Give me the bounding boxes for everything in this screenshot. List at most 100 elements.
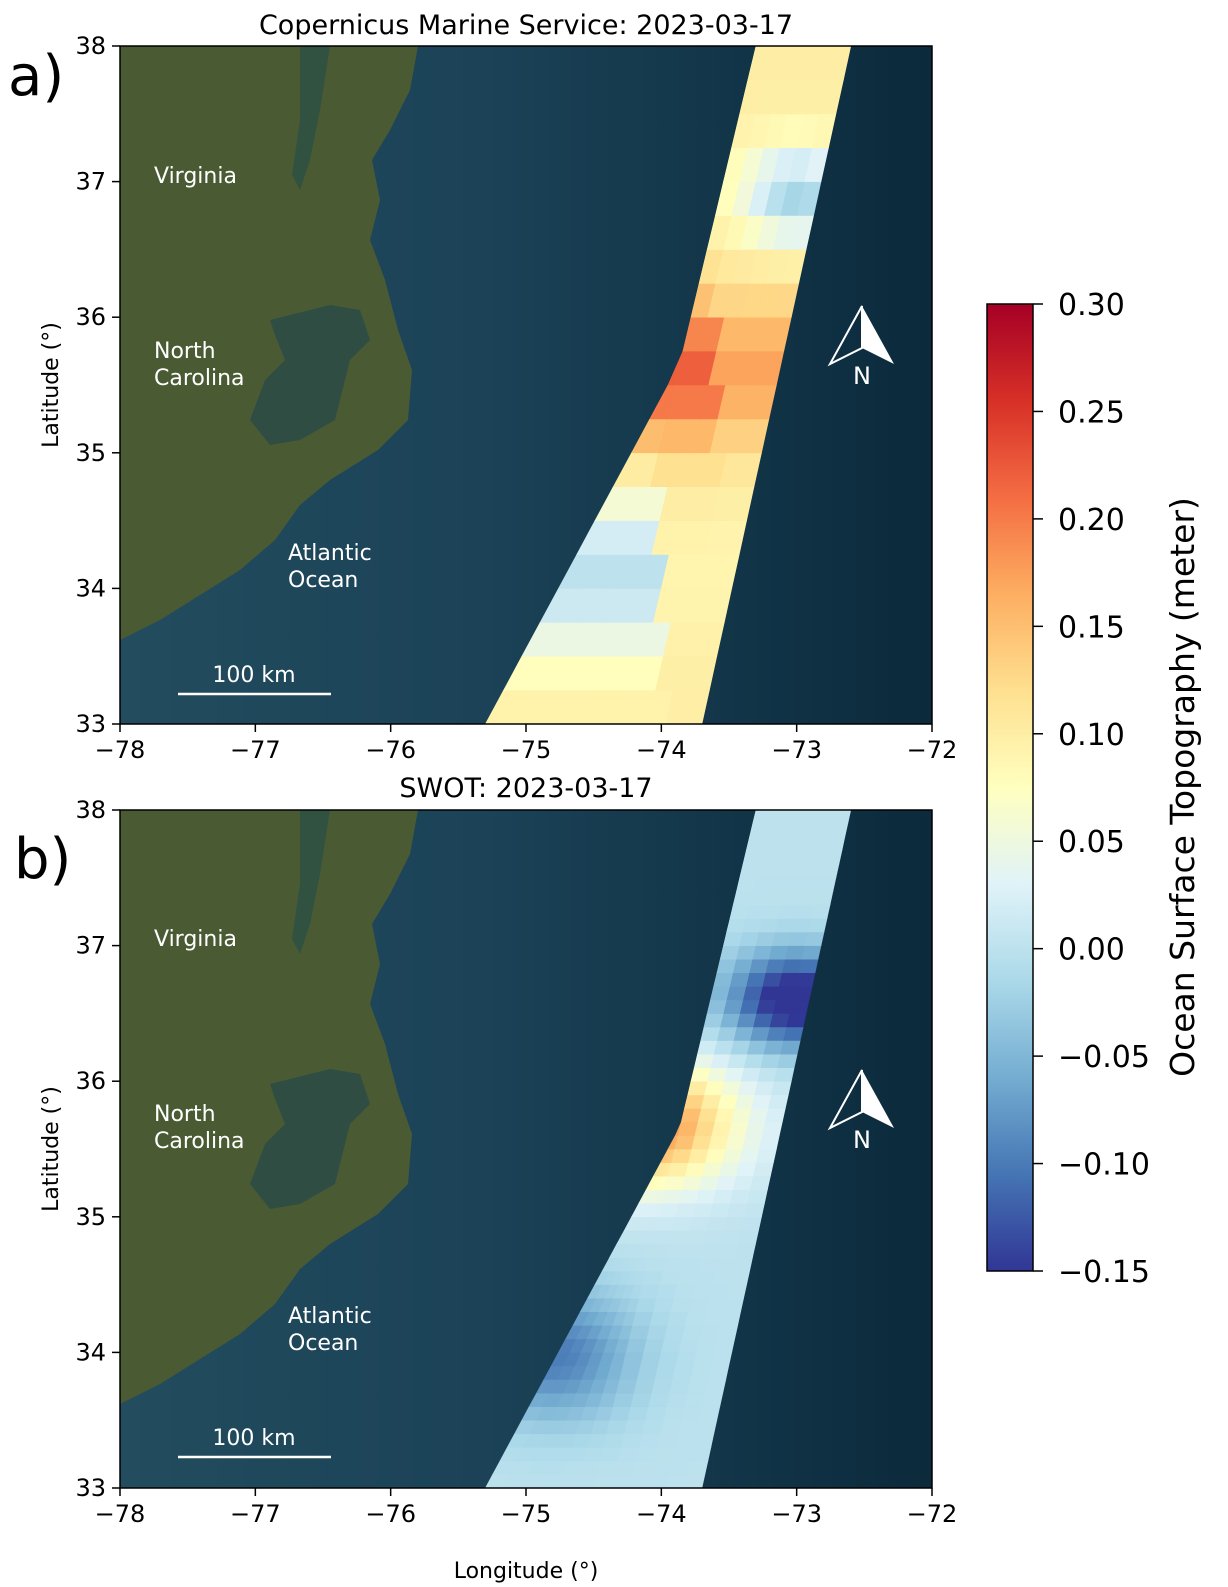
swath-cell — [622, 1352, 645, 1367]
swath-cell — [624, 1419, 646, 1435]
swath-cell — [722, 1297, 744, 1312]
colorbar-tick-label: 0.05 — [1058, 825, 1125, 860]
swath-cell — [775, 985, 797, 1001]
swath-cell — [640, 1352, 662, 1367]
swath-cell — [671, 1447, 694, 1462]
swath-cell — [663, 1406, 685, 1421]
y-tick-label: 33 — [75, 710, 106, 738]
swath-cell — [647, 1474, 670, 1488]
swath-cell — [789, 999, 810, 1014]
swath-cell — [728, 1270, 750, 1285]
y-tick-label: 38 — [75, 796, 106, 824]
swaths-b — [485, 810, 852, 1488]
swath-cell — [747, 46, 773, 81]
swath-cell — [686, 1460, 709, 1475]
swath-cell — [693, 1352, 715, 1367]
label-carolina-b: Carolina — [154, 1129, 245, 1154]
swath-cell — [652, 1297, 675, 1312]
swath-cell — [723, 1216, 745, 1231]
swath-cell — [651, 1230, 673, 1245]
swath-cell — [660, 1338, 683, 1353]
swath-cell — [740, 1067, 762, 1082]
swath-cell — [596, 1460, 619, 1475]
y-tick-label: 33 — [75, 1474, 106, 1502]
x-tick-label: −75 — [501, 736, 552, 764]
swath-cell — [633, 1379, 656, 1394]
swath-cell — [707, 1067, 728, 1082]
swath-cell — [743, 1202, 765, 1218]
swath-cell — [698, 1175, 720, 1190]
swath-cell — [654, 1365, 677, 1380]
panel-b: b) SWOT: 2023-03-17 Virginia North Carol… — [14, 773, 957, 1584]
colorbar-tick-label: 0.00 — [1058, 933, 1125, 968]
swath-cell — [684, 1311, 707, 1326]
swath-cell — [780, 1040, 801, 1055]
swath-cell — [768, 810, 788, 824]
swath-cell — [819, 863, 840, 879]
swath-cell — [630, 1392, 653, 1407]
swath-cell — [689, 1216, 711, 1231]
swath-cell — [687, 1297, 710, 1312]
swath-cell — [686, 1379, 709, 1394]
land-a — [120, 46, 418, 640]
swath-cell — [670, 1297, 692, 1312]
swath-cell — [730, 1040, 751, 1055]
swath-cell — [732, 1175, 754, 1190]
swath-cell — [593, 1474, 616, 1488]
swath-cell — [632, 1311, 654, 1326]
swath-cell — [656, 1433, 679, 1448]
swath-cell — [658, 1202, 680, 1218]
swath-cell — [666, 1392, 688, 1407]
swath-cell — [691, 1284, 713, 1299]
swath-cell — [731, 1257, 753, 1272]
label-atlantic-a: Atlantic — [288, 541, 372, 566]
north-label-a: N — [853, 362, 871, 390]
swath-cell — [783, 1026, 804, 1041]
swath-cell — [778, 972, 800, 987]
swath-cell — [664, 1325, 686, 1340]
x-tick-label: −73 — [771, 1500, 822, 1528]
swath-cell — [725, 1284, 747, 1299]
colorbar-tick-label: −0.10 — [1058, 1148, 1150, 1183]
swath-cell — [690, 1365, 712, 1380]
swath-cell — [692, 1433, 715, 1448]
swath-cell — [669, 1379, 691, 1394]
label-north-b: North — [154, 1102, 216, 1127]
swath-cell — [743, 1053, 765, 1068]
swath-cell — [697, 1257, 719, 1272]
swath-cell — [711, 1121, 733, 1136]
y-tick-label: 37 — [75, 168, 106, 196]
swath-cell — [804, 931, 825, 946]
swath-cell — [686, 1230, 708, 1245]
swath-cell — [701, 1094, 722, 1109]
swath-cell — [751, 1094, 772, 1109]
swath-cell — [737, 1230, 759, 1245]
swath-cell — [816, 877, 837, 892]
swath-cell — [672, 1216, 694, 1231]
swath-cell — [750, 1175, 771, 1190]
colorbar-tick-label: 0.30 — [1058, 288, 1125, 323]
swath-cell — [747, 1189, 768, 1204]
swath-cell — [752, 810, 773, 824]
swath-cell — [629, 1474, 652, 1488]
x-tick-label: −77 — [230, 736, 281, 764]
swath-cell — [643, 1338, 665, 1353]
colorbar-tick-label: 0.25 — [1058, 395, 1125, 430]
swath-cell — [683, 1474, 706, 1488]
north-arrow-icon: N — [827, 1069, 894, 1154]
swath-cell — [681, 1325, 704, 1340]
swath-cell — [745, 1121, 766, 1136]
land-b — [120, 810, 418, 1404]
swath-cell — [617, 1447, 640, 1462]
swath-cell — [828, 823, 849, 838]
swath-cell — [636, 1365, 659, 1380]
swath-cell — [713, 1338, 736, 1353]
swath-cell — [695, 1189, 717, 1204]
swath-cell — [689, 1447, 712, 1462]
north-arrow-icon: N — [827, 305, 894, 390]
north-label-b: N — [853, 1126, 871, 1154]
swath-cell — [720, 1080, 742, 1096]
swath-cell — [665, 1243, 687, 1258]
swath-cell — [657, 1352, 680, 1367]
swath-cell — [671, 1148, 693, 1163]
